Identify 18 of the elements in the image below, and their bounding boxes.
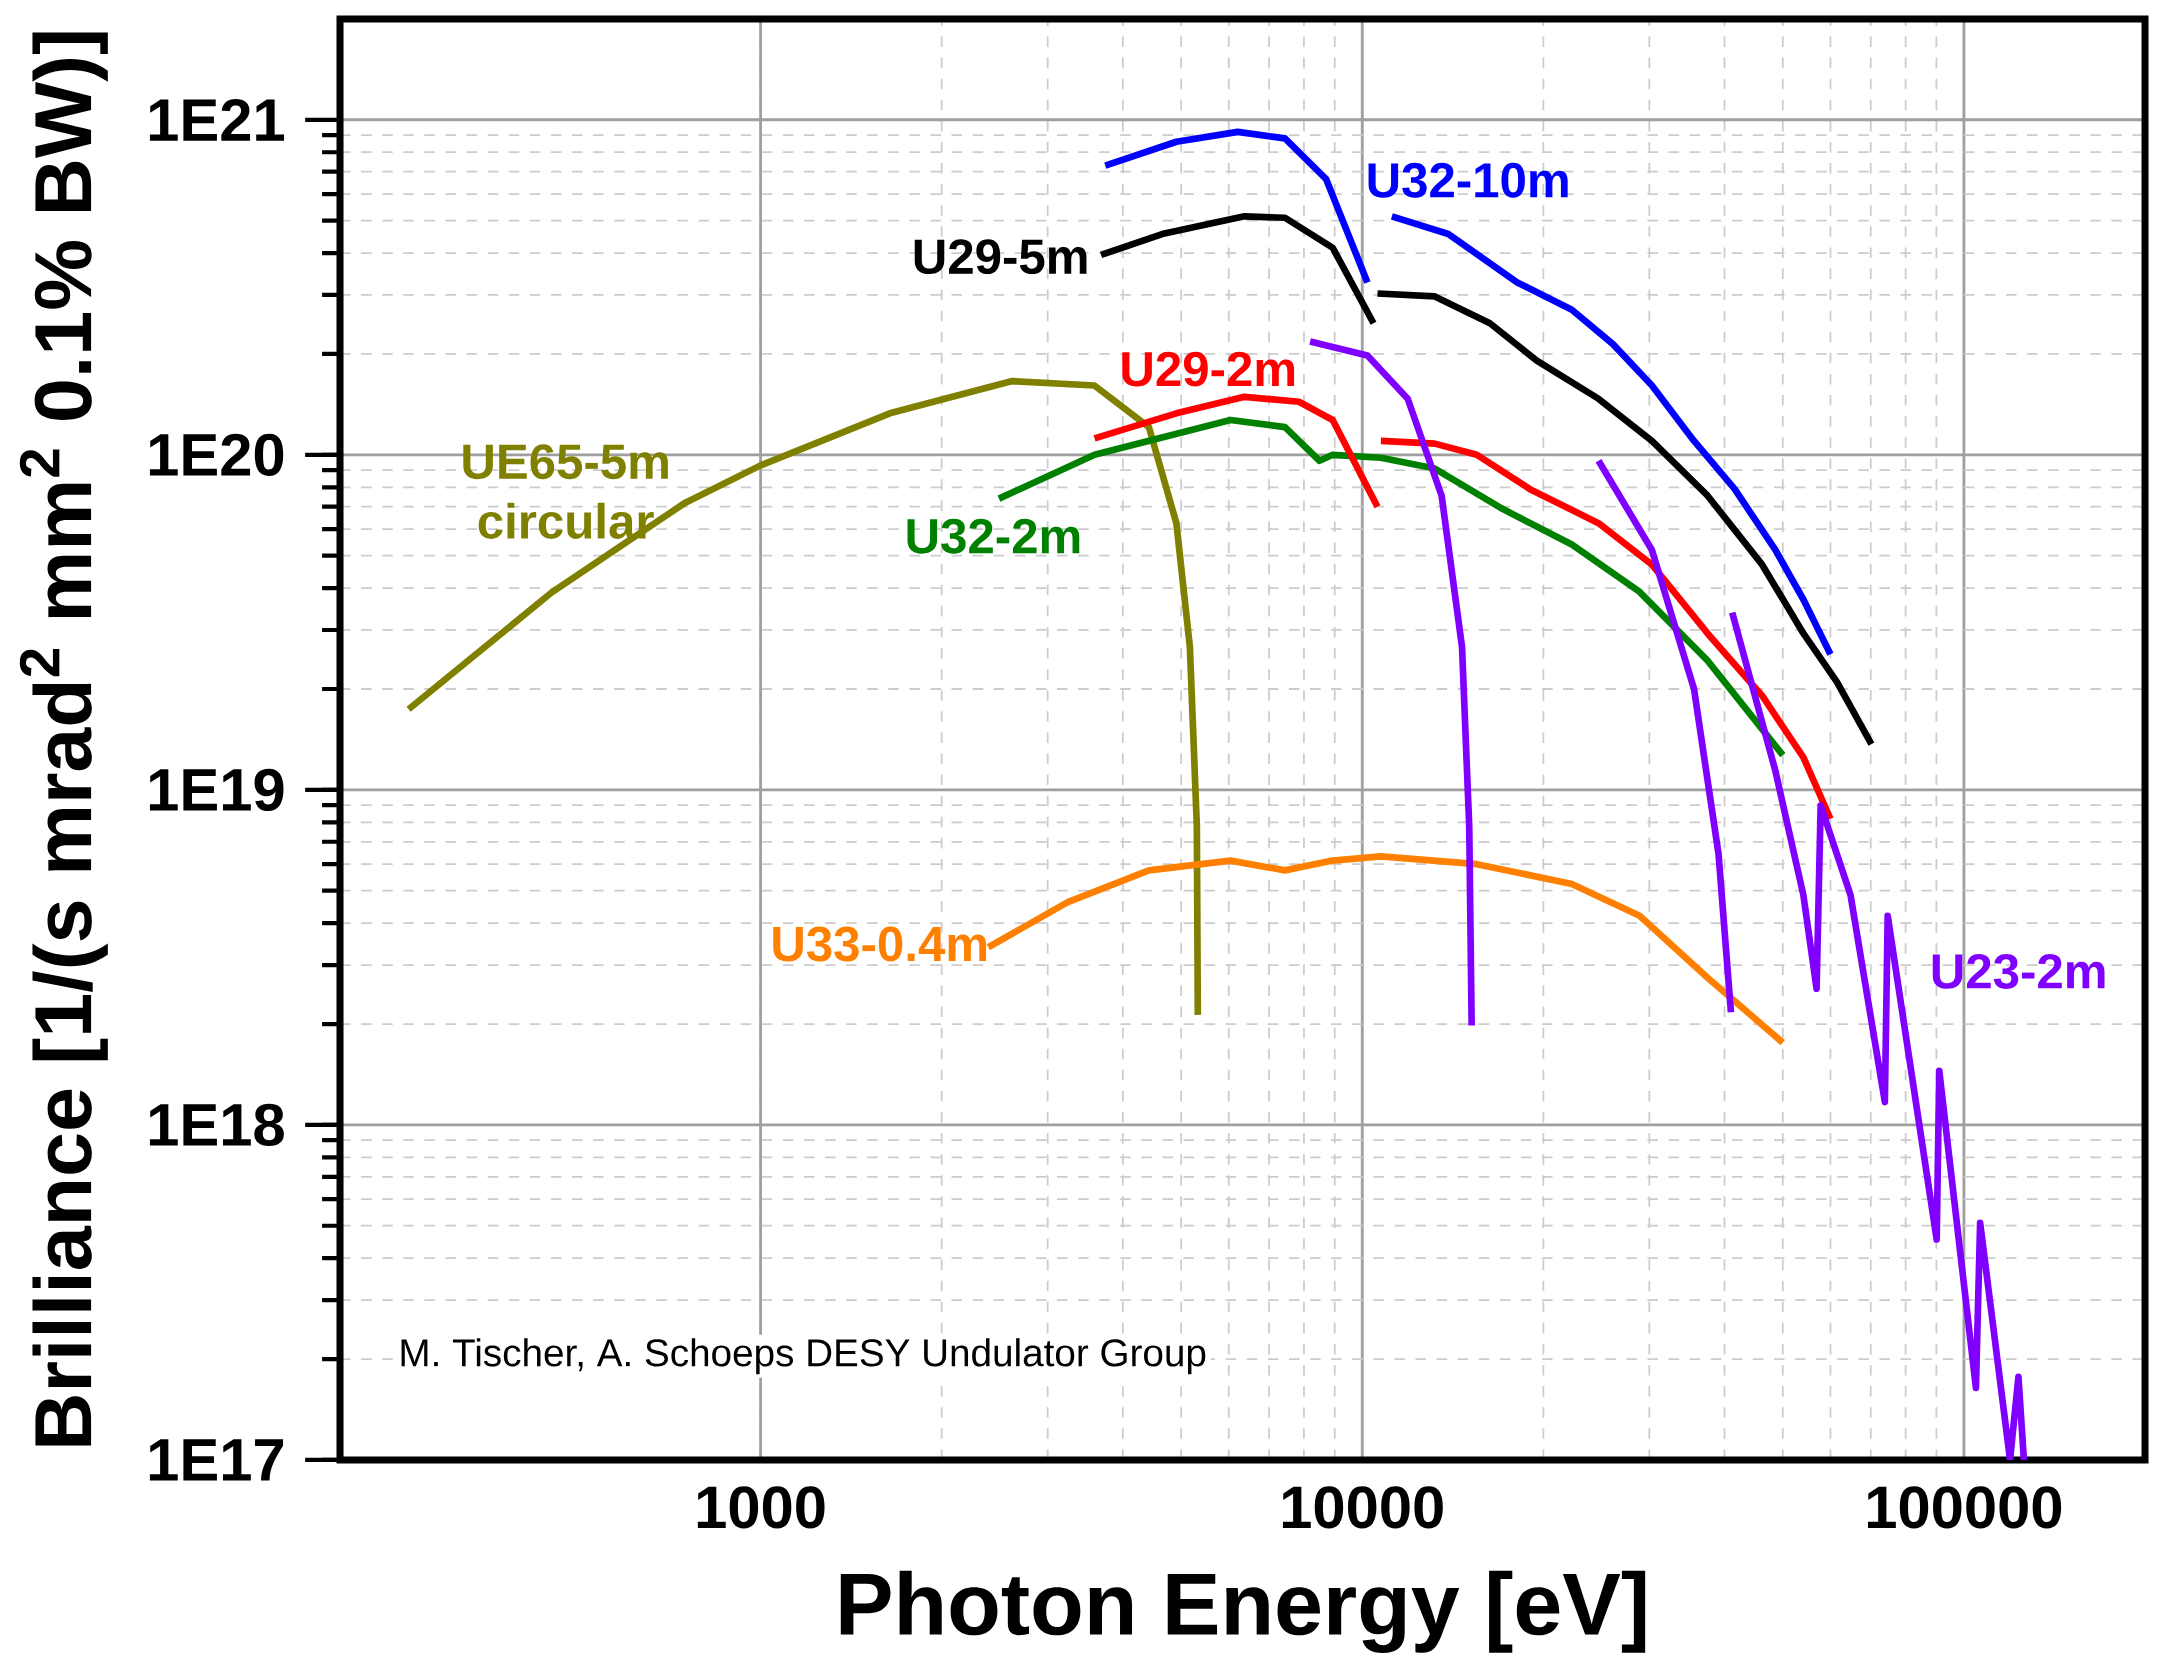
- x-tick-label: 100000: [1867, 1486, 2062, 1529]
- y-tick-label: 1E19: [149, 768, 284, 812]
- series-label: U32-2m: [907, 518, 1080, 554]
- series-label: UE65-5m circular: [463, 444, 668, 539]
- y-tick-label: 1E21: [149, 98, 285, 141]
- y-tick-label: 1E17: [149, 1439, 284, 1481]
- series-label: U33-0.4m: [773, 926, 987, 962]
- series-label: U29-2m: [1122, 351, 1295, 387]
- series-label: U32-10m: [1368, 162, 1568, 198]
- series-label: U29-5m: [914, 239, 1087, 275]
- y-tick-label: 1E18: [149, 1103, 284, 1147]
- x-tick-label: 1000: [697, 1486, 825, 1529]
- x-tick-label: 10000: [1282, 1486, 1443, 1529]
- y-axis-title: Brilliance [1/(s mrad$^{2}$ mm$^{2}$ 0.1% BW)]: [19, 32, 108, 1446]
- series-label: U23-2m: [1932, 953, 2105, 989]
- annotation: M. Tischer, A. Schoeps DESY Undulator Group: [401, 1338, 1206, 1375]
- x-axis-title: Photon Energy [eV]: [840, 1570, 1646, 1654]
- y-tick-label: 1E20: [149, 433, 284, 476]
